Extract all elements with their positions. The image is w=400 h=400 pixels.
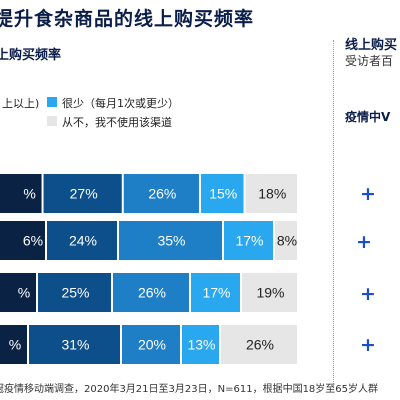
- bar-label-r3-s5: 19%: [256, 285, 284, 301]
- bar-segment-r2-s1: [0, 221, 45, 260]
- bar-label-r3-s1: %: [18, 285, 30, 301]
- bar-segment-r2-s2: [47, 221, 117, 260]
- bar-label-r1-s2: 27%: [70, 186, 98, 202]
- plus-indicator-3: +: [360, 283, 376, 305]
- bar-label-r4-s1: %: [9, 337, 21, 353]
- bar-segment-r1-s2: [43, 174, 122, 213]
- bar-segment-r4-s5: [221, 325, 297, 364]
- right-panel-label: 疫情中V: [345, 110, 391, 124]
- bar-segment-r2-s3: [119, 221, 222, 260]
- bar-label-r2-s3: 35%: [157, 233, 185, 249]
- right-panel-subtitle: 受访者百: [345, 54, 394, 68]
- bar-segment-r2-s4: [224, 221, 273, 260]
- plus-indicator-2: +: [356, 231, 372, 253]
- bar-segment-r3-s4: [191, 273, 240, 312]
- bar-label-r1-s4: 15%: [209, 186, 237, 202]
- bar-label-r3-s4: 17%: [202, 285, 230, 301]
- bar-label-r4-s5: 26%: [246, 337, 274, 353]
- plus-indicator-1: +: [360, 183, 376, 205]
- legend-item-frequent: 上以上): [2, 97, 40, 110]
- bar-label-r2-s2: 24%: [69, 233, 97, 249]
- bar-segment-r1-s4: [200, 174, 244, 213]
- bar-label-r4-s3: 20%: [138, 337, 166, 353]
- stacked-bar-chart: % 27% 26% 15% 18% 6% 24% 35% 17% 8%% 25% 26% 17% 19%%…: [0, 174, 297, 364]
- bar-label-r2-s5: 8%: [277, 233, 297, 249]
- bar-label-r3-s2: 25%: [61, 285, 89, 301]
- legend-item-never: 从不，我不使用该渠道: [62, 116, 172, 129]
- legend-swatch-never: [47, 116, 57, 126]
- bar-label-r2-s1: 6%: [23, 233, 43, 249]
- bar-label-r3-s3: 26%: [138, 285, 166, 301]
- bar-label-r2-s4: 17%: [235, 233, 263, 249]
- bar-segment-r1-s1: [0, 174, 42, 213]
- bar-label-r1-s1: %: [23, 186, 35, 202]
- chart-subtitle: 上购买频率: [0, 48, 62, 63]
- bar-label-r4-s2: 31%: [61, 337, 89, 353]
- bar-segment-r4-s2: [29, 325, 120, 364]
- bar-segment-r3-s5: [242, 273, 297, 312]
- bar-segment-r3-s3: [113, 273, 189, 312]
- bar-segment-r1-s5: [245, 174, 297, 213]
- bar-label-r4-s4: 13%: [187, 337, 215, 353]
- chart-title: 提升食杂商品的线上购买频率: [0, 8, 255, 30]
- section-divider: [333, 40, 334, 390]
- bar-segment-r3-s1: [0, 273, 36, 312]
- bar-label-r1-s3: 26%: [148, 186, 176, 202]
- legend-item-rare: 很少（每月1次或更少）: [62, 97, 179, 110]
- right-panel-title: 线上购买: [345, 38, 398, 53]
- bar-segment-r1-s3: [123, 174, 199, 213]
- bar-segment-r3-s2: [38, 273, 111, 312]
- legend-swatch-rare: [47, 97, 57, 107]
- plus-indicator-4: +: [360, 334, 376, 356]
- bar-segment-r4-s3: [122, 325, 180, 364]
- bar-segment-r2-s5: [275, 221, 297, 260]
- bar-label-r1-s5: 18%: [258, 186, 286, 202]
- bar-segment-r4-s4: [182, 325, 219, 364]
- footnote: 冠疫情移动端调查，2020年3月21日至3月23日，N=611，根据中国18岁至…: [0, 384, 379, 395]
- bar-segment-r4-s1: [0, 325, 27, 364]
